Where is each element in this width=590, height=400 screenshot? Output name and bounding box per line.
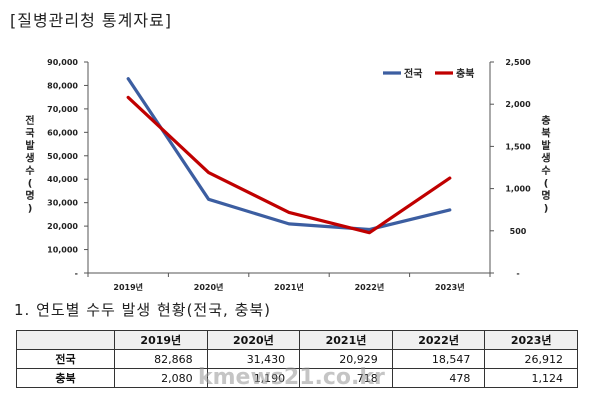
left-tick-label: - (75, 269, 78, 278)
left-tick-label: 20,000 (47, 222, 78, 231)
left-tick-label: 60,000 (47, 128, 78, 137)
table-cell: 718 (299, 368, 393, 388)
right-tick-label: 1,500 (505, 142, 531, 151)
left-tick-label: 90,000 (47, 58, 78, 67)
left-tick-label: 70,000 (47, 105, 78, 114)
x-tick-label: 2022년 (355, 282, 385, 292)
left-tick-label: 10,000 (47, 246, 78, 255)
x-tick-label: 2020년 (194, 282, 224, 292)
table-row: 전국 82,868 31,430 20,929 18,547 26,912 (16, 349, 578, 369)
series-line-national (126, 77, 452, 232)
left-tick-label: 30,000 (47, 199, 78, 208)
left-axis-title: 전 국 발 생 수(명) (25, 114, 35, 215)
right-axis-title: 충 북 발 생 수(명) (541, 114, 551, 215)
legend-label: 전국 (404, 67, 422, 80)
right-tick-label: 500 (510, 227, 527, 236)
right-tick-label: - (516, 269, 519, 278)
table-row: 충북 2,080 1,190 718 478 1,124 (16, 368, 578, 388)
legend-label: 충북 (456, 67, 474, 80)
table-header-cell: 2021년 (299, 330, 393, 350)
table-cell: 31,430 (206, 349, 301, 369)
table-cell: 2,080 (114, 368, 208, 388)
left-tick-label: 80,000 (47, 81, 78, 90)
line-chart: 90,000 80,000 70,000 60,000 50,000 40,000 30,0… (25, 58, 551, 292)
source-label: [질병관리청 통계자료] (10, 11, 173, 30)
table-cell: 1,124 (484, 368, 578, 388)
table-header-cell: 2020년 (206, 330, 301, 350)
table-header-cell (16, 330, 115, 350)
watermark: kmews21.co.kr (198, 365, 385, 390)
table-header-row: 2019년 2020년 2021년 2022년 2023년 (16, 330, 578, 350)
x-tick-label: 2019년 (113, 282, 143, 292)
table-cell: 82,868 (114, 349, 208, 369)
table-cell: 18,547 (391, 349, 486, 369)
right-tick-label: 1,000 (505, 185, 531, 194)
table-cell: 20,929 (299, 349, 393, 369)
row-label: 전국 (16, 349, 115, 369)
right-tick-label: 2,000 (505, 100, 531, 109)
right-tick-label: 2,500 (505, 58, 531, 67)
table-title: 1. 연도별 수두 발생 현황(전국, 충북) (14, 301, 272, 319)
row-label: 충북 (16, 368, 115, 388)
left-tick-label: 40,000 (47, 175, 78, 184)
x-tick-label: 2023년 (435, 282, 465, 292)
table-header-cell: 2019년 (114, 330, 208, 350)
table-cell: 478 (391, 368, 486, 388)
table-header-cell: 2023년 (484, 330, 578, 350)
series-line-chungbuk (126, 95, 452, 235)
stats-table: 2019년 2020년 2021년 2022년 2023년 전국 82,868 … (16, 330, 578, 388)
x-tick-label: 2021년 (274, 282, 304, 292)
table-header-cell: 2022년 (391, 330, 486, 350)
table-cell: 26,912 (484, 349, 578, 369)
left-tick-label: 50,000 (47, 152, 78, 161)
